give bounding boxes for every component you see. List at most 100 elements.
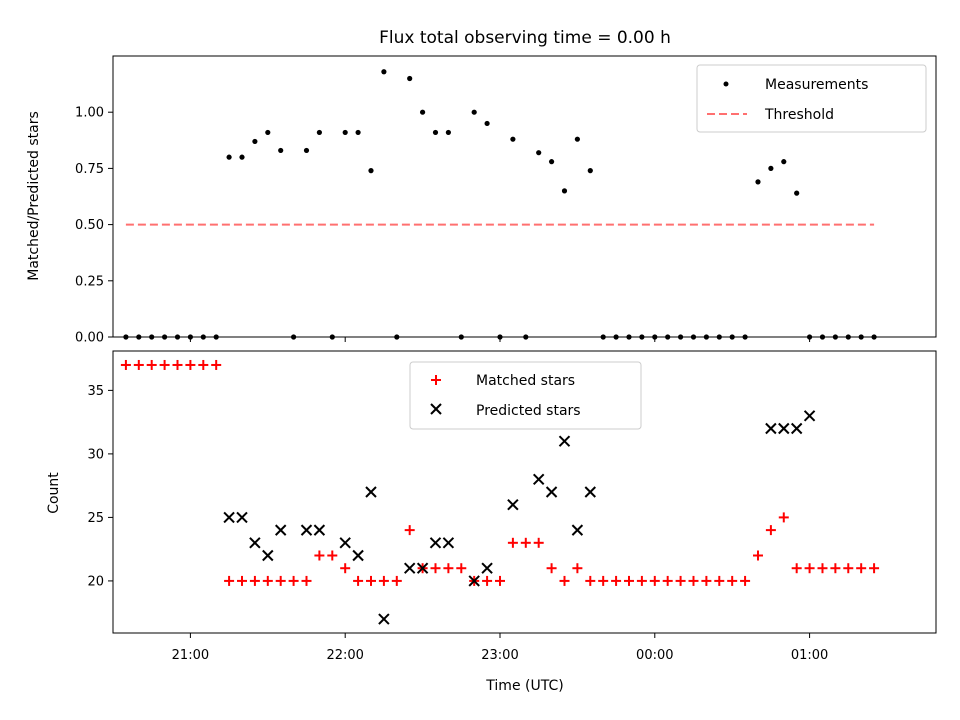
top-legend-frame — [696, 64, 927, 133]
predicted-star-point — [584, 486, 596, 498]
matched-star-point — [817, 563, 828, 574]
matched-star-point — [688, 575, 699, 586]
predicted-star-point — [352, 549, 364, 562]
predicted-star-point — [545, 486, 558, 498]
legend-threshold-label: Threshold — [764, 107, 834, 123]
matched-star-point — [869, 563, 880, 574]
matched-star-point — [378, 575, 389, 586]
predicted-star-point — [274, 524, 287, 536]
x-tick-label: 01:00 — [791, 648, 828, 663]
x-tick-label: 23:00 — [481, 648, 518, 663]
top-y-tick-label: 0.25 — [75, 274, 104, 289]
measurement-point — [574, 136, 580, 142]
top-y-tick-label: 0.50 — [75, 218, 104, 233]
predicted-star-point — [778, 422, 790, 435]
legend-matched-marker — [431, 375, 441, 385]
matched-star-point — [301, 575, 312, 586]
measurement-point — [381, 69, 387, 75]
predicted-star-point — [403, 562, 416, 574]
predicted-star-point — [532, 473, 545, 486]
top-y-axis-label: Matched/Predicted stars — [26, 111, 42, 281]
measurement-point — [471, 109, 477, 115]
matched-star-point — [856, 563, 867, 574]
bottom-y-axis-label: Count — [46, 472, 62, 514]
predicted-star-point — [339, 537, 351, 549]
matched-star-point — [546, 563, 557, 574]
x-tick-label: 22:00 — [326, 648, 363, 663]
measurement-point — [355, 129, 361, 136]
matched-star-point — [353, 575, 364, 586]
legend-matched-label: Matched stars — [476, 373, 575, 389]
matched-star-point — [340, 563, 351, 574]
x-tick-label: 00:00 — [636, 648, 673, 663]
matched-star-point — [585, 575, 596, 586]
measurement-point — [265, 129, 271, 136]
predicted-star-point — [790, 422, 803, 435]
predicted-star-point — [468, 575, 480, 587]
measurement-point — [342, 129, 348, 136]
predicted-star-point — [507, 498, 519, 511]
matched-star-point — [791, 563, 802, 574]
top-y-tick-label: 0.00 — [75, 331, 104, 346]
matched-star-point — [572, 563, 583, 574]
measurement-point — [548, 159, 555, 165]
predicted-star-point — [765, 422, 777, 435]
legend-predicted-label: Predicted stars — [476, 403, 581, 419]
matched-star-point — [159, 359, 170, 370]
matched-star-point — [211, 359, 222, 370]
legend-predicted-marker — [430, 403, 442, 415]
predicted-star-point — [378, 613, 390, 625]
matched-star-point — [456, 563, 467, 574]
measurement-point — [794, 190, 800, 196]
matched-star-point — [120, 359, 131, 370]
top-legend: Measurements Threshold — [696, 64, 927, 133]
predicted-star-point — [442, 537, 455, 549]
matched-star-point — [520, 537, 531, 548]
top-y-ticks: 0.00 0.25 0.50 0.75 1.00 — [75, 106, 113, 346]
matched-star-point — [804, 563, 815, 574]
bottom-legend-frame — [409, 361, 642, 430]
predicted-star-point — [365, 486, 377, 498]
matched-star-point — [507, 537, 518, 548]
matched-star-point — [198, 359, 209, 370]
measurement-point — [316, 129, 322, 136]
matched-star-point — [598, 575, 609, 586]
measurement-point — [239, 154, 245, 160]
measurement-point — [432, 129, 439, 136]
bottom-plot-area — [120, 359, 880, 625]
top-axes-frame — [112, 55, 937, 338]
matched-star-point — [649, 575, 660, 586]
measurement-point — [278, 147, 284, 154]
matched-star-point — [675, 575, 686, 586]
predicted-star-point — [236, 511, 248, 524]
matched-star-point — [430, 563, 441, 574]
top-y-tick-label: 0.75 — [75, 162, 104, 177]
matched-star-point — [533, 537, 544, 548]
matched-star-point — [146, 359, 157, 370]
matched-star-point — [830, 563, 841, 574]
predicted-star-point — [249, 537, 261, 549]
matched-star-point — [365, 575, 376, 586]
matched-star-point — [701, 575, 712, 586]
matched-star-point — [843, 563, 854, 574]
matched-star-point — [327, 550, 338, 561]
bottom-y-tick-label: 25 — [87, 511, 104, 526]
bottom-y-tick-label: 20 — [87, 574, 104, 589]
x-axis-label: Time (UTC) — [485, 678, 563, 694]
measurement-point — [536, 150, 542, 156]
measurement-point — [368, 168, 374, 174]
predicted-star-point — [416, 562, 429, 574]
matched-star-point — [611, 575, 622, 586]
measurement-point — [226, 154, 232, 160]
predicted-star-point — [429, 537, 442, 549]
predicted-star-point — [262, 549, 274, 562]
measurement-point — [781, 159, 787, 165]
matched-star-point — [443, 563, 454, 574]
predicted-star-point — [571, 524, 584, 536]
matched-star-point — [740, 575, 751, 586]
matched-star-point — [765, 525, 776, 536]
matched-star-point — [714, 575, 725, 586]
matched-star-point — [288, 575, 299, 586]
matched-star-point — [752, 550, 763, 561]
